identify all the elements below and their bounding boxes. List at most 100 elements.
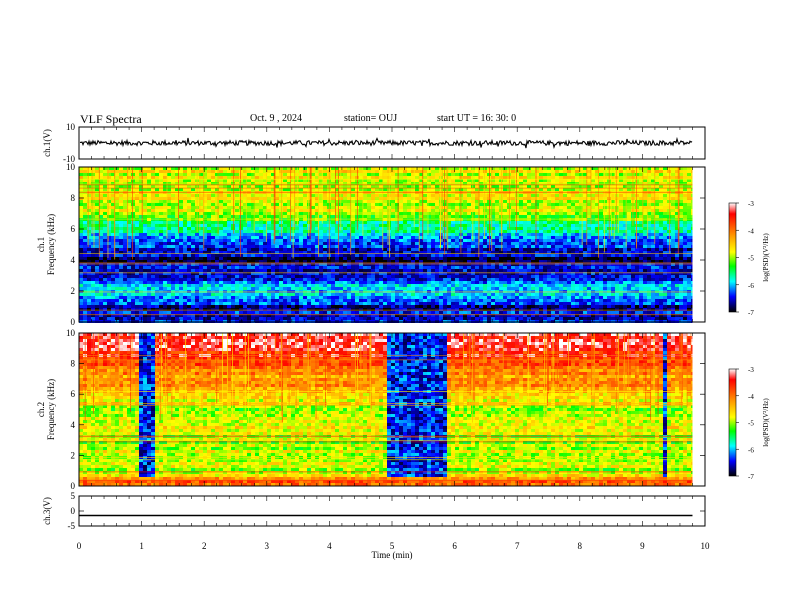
ch1-spectrogram-cell [663,227,667,230]
ch1-spectrogram-cell [303,257,307,260]
ch1-spectrogram-cell [267,242,271,245]
ch1-spectrogram-cell [279,233,283,236]
ch1-spectrogram-cell [643,242,647,245]
ch1-spectrogram-cell [147,203,151,206]
ch1-spectrogram-cell [479,188,483,191]
ch1-spectrogram-cell [683,194,687,197]
ch1-spectrogram-cell [651,188,655,191]
ch1-spectrogram-cell [187,206,191,209]
ch1-spectrogram-cell [503,197,507,200]
ch1-spectrogram-cell [599,206,603,209]
ch1-spectrogram-cell [263,182,267,185]
ch1-spectrogram-cell [595,182,599,185]
ch1-spectrogram-cell [163,188,167,191]
ch1-spectrogram-cell [635,245,639,248]
ch1-spectrogram-cell [151,194,155,197]
ch1-spectrogram-cell [375,182,379,185]
ch1-spectrogram-cell [303,173,307,176]
ch1-spectrogram-cell [491,257,495,260]
ch1-spectrogram-cell [363,230,367,233]
ch1-spectrogram-cell [351,203,355,206]
ch1-spectrogram-cell [391,236,395,239]
ch1-spectrogram-cell [119,197,123,200]
ch1-spectrogram-cell [163,260,167,263]
ch1-spectrogram-cell [223,260,227,263]
ch1-spectrogram-cell [307,236,311,239]
ch1-spectrogram-cell [251,185,255,188]
ch1-spectrogram-cell [287,260,291,263]
ch1-spectrogram-cell [187,260,191,263]
ch1-spectrogram-cell [363,212,367,215]
ch1-spectrogram-cell [687,176,691,179]
ch1-spectrogram-cell [183,176,187,179]
ch1-spectrogram-cell [359,236,363,239]
ch1-spectrogram-cell [399,248,403,251]
ch1-spectrogram-cell [367,251,371,254]
ch1-spectrogram-cell [687,203,691,206]
ch1-spectrogram-cell [559,257,563,260]
ch1-spectrogram-cell [671,173,675,176]
ch1-spectrogram-cell [119,233,123,236]
ch1-spectrogram-cell [435,194,439,197]
ch1-spectrogram-cell [283,200,287,203]
ch1-spectrogram-cell [219,257,223,260]
ch1-spectrogram-cell [683,212,687,215]
ch1-spectrogram-cell [123,224,127,227]
ch1-spectrogram-cell [263,248,267,251]
ch1-spectrogram-cell [87,212,91,215]
ch1-spectrogram-cell [107,254,111,257]
ch1-spectrogram-cell [399,182,403,185]
ch1-spectrogram-cell [527,245,531,248]
ch1-spectrogram-cell [555,236,559,239]
ch1-spectrogram-cell [147,170,151,173]
ch1-spectrogram-cell [623,212,627,215]
ch1-spectrogram-cell [227,251,231,254]
ch1-spectrogram-cell [427,260,431,263]
ch1-spectrogram-cell [495,194,499,197]
ch1-spectrogram-cell [203,239,207,242]
ch1-spectrogram-cell [639,167,643,170]
ch1-spectrogram-cell [543,200,547,203]
ch1-spectrogram-cell [503,203,507,206]
ch1-spectrogram-cell [671,257,675,260]
ch1-spectrogram-cell [131,170,135,173]
ch1-spectrogram-cell [283,188,287,191]
ch1-spectrogram-cell [139,239,143,242]
ch1-spectrogram-cell [319,182,323,185]
ch1-spectrogram-cell [691,233,693,236]
ch1-spectrogram-cell [159,257,163,260]
ch1-spectrogram-cell [383,239,387,242]
ch1-spectrogram-cell [103,170,107,173]
ch1-spectrogram-cell [411,209,415,212]
ch1-spectrogram-cell [155,239,159,242]
ch1-spectrogram-cell [375,245,379,248]
ch1-spectrogram-cell [611,233,615,236]
ch1-spectrogram-cell [619,188,623,191]
ch1-spectrogram-cell [295,242,299,245]
ch1-spectrogram-cell [139,215,143,218]
ch1-spectrogram-cell [251,230,255,233]
ch1-spectrogram-cell [367,170,371,173]
ch1-spectrogram-cell [559,182,563,185]
ch1-spectrogram-cell [391,206,395,209]
ch1-spectrogram-cell [159,170,163,173]
ch1-spectrogram-cell [491,254,495,257]
ch1-spectrogram-cell [647,167,651,170]
ch1-spectrogram-cell [171,179,175,182]
ch1-spectrogram-cell [683,233,687,236]
ch1-spectrogram-cell [159,242,163,245]
ch1-spectrogram-cell [559,224,563,227]
ch1-spectrogram-cell [95,221,99,224]
ch1-spectrogram-cell [235,260,239,263]
ch1-spectrogram-cell [627,200,631,203]
ch1-spectrogram-cell [415,209,419,212]
ch1-spectrogram-cell [667,257,671,260]
ch1-spectrogram-cell [251,221,255,224]
ch1-spectrogram-cell [611,173,615,176]
ch1-spectrogram-cell [207,251,211,254]
ch1-spectrogram-cell [207,176,211,179]
ch1-spectrogram-cell [415,182,419,185]
ch1-spectrogram-cell [167,176,171,179]
ch1-spectrogram-cell [599,227,603,230]
